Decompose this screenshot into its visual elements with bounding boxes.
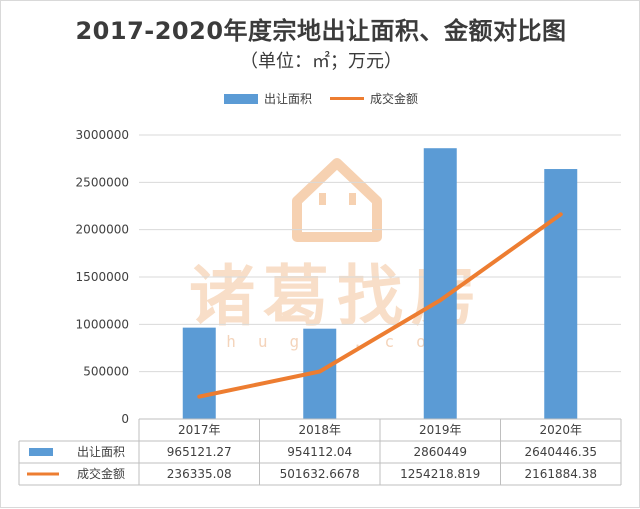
chart-title: 2017-2020年度宗地出让面积、金额对比图 (75, 17, 567, 45)
watermark-house-icon (292, 158, 382, 242)
line-point-2017年 (197, 395, 201, 399)
line-point-2018年 (318, 370, 322, 374)
y-tick-label: 2000000 (76, 223, 129, 237)
table-cell-value: 2640446.35 (524, 445, 597, 459)
line-series-amount (197, 212, 563, 399)
y-tick-label: 1500000 (76, 270, 129, 284)
bar-2019年 (423, 148, 457, 420)
y-tick-label: 3000000 (76, 128, 129, 142)
legend-label-amount: 成交金额 (370, 92, 419, 106)
x-category-label: 2018年 (298, 423, 341, 437)
y-tick-label: 0 (121, 412, 129, 426)
legend-item-area[interactable]: 出让面积 (223, 90, 312, 107)
legend-bar-swatch (223, 93, 258, 104)
x-category-label: 2020年 (539, 423, 582, 437)
legend-item-amount[interactable]: 成交金额 (330, 90, 418, 107)
bar-2020年 (544, 169, 578, 419)
table-cell-value: 954112.04 (287, 445, 352, 459)
y-tick-label: 2500000 (76, 175, 129, 189)
bar-2017年 (182, 327, 216, 419)
table-cell-value: 2161884.38 (524, 467, 597, 481)
x-category-label: 2017年 (178, 423, 221, 437)
watermark-house-window (319, 193, 326, 205)
x-category-label: 2019年 (419, 423, 462, 437)
watermark-house-window (349, 193, 356, 205)
table-series-name: 成交金额 (77, 466, 125, 481)
table-cell-value: 965121.27 (167, 445, 232, 459)
chart-legend: 出让面积 成交金额 (1, 90, 640, 107)
line-point-2020年 (559, 212, 563, 216)
table-cell-value: 1254218.819 (400, 467, 480, 481)
table-series-name: 出让面积 (77, 445, 125, 459)
legend-line-swatch (330, 97, 364, 100)
table-cell-value: 501632.6678 (280, 467, 360, 481)
y-tick-label: 1000000 (76, 317, 129, 331)
line-point-2019年 (438, 298, 442, 302)
chart-subtitle: （单位：㎡；万元） (240, 51, 402, 72)
table-cell-value: 236335.08 (167, 467, 232, 481)
table-legend-bar-swatch (29, 448, 53, 456)
legend-label-area: 出让面积 (263, 92, 312, 106)
table-cell-value: 2860449 (414, 445, 467, 459)
y-tick-label: 500000 (83, 365, 129, 379)
